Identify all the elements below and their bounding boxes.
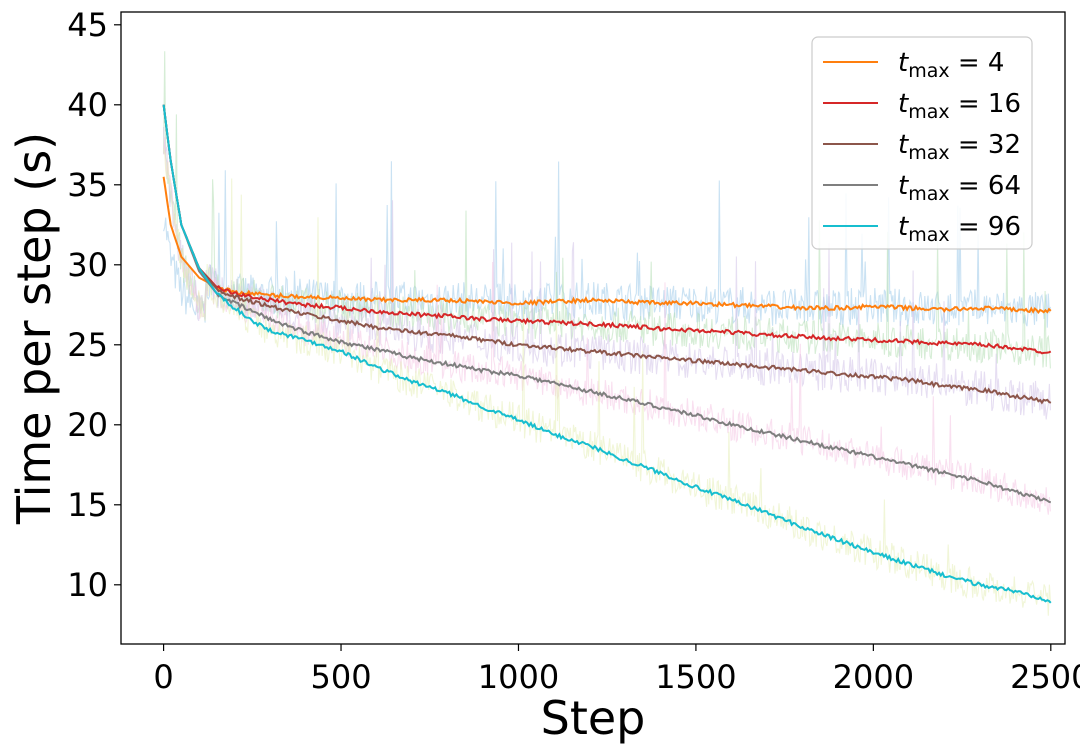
series-line-3 [162,104,1052,504]
y-tick-label: 30 [67,246,108,284]
y-tick-label: 20 [67,406,108,444]
legend-label-3: tmax = 64 [898,171,1021,205]
y-axis-ticks: 10 15 20 25 30 35 40 45 [67,6,121,604]
series-line-4 [162,104,1052,604]
series-line-1 [162,104,1052,355]
x-tick-label: 0 [153,658,173,696]
x-tick-label: 1500 [655,658,736,696]
legend-label-4: tmax = 96 [898,212,1021,246]
y-tick-label: 35 [67,166,108,204]
legend-label-2: tmax = 32 [898,130,1021,164]
legend-label-1: tmax = 16 [898,89,1021,123]
x-tick-label: 500 [310,658,371,696]
x-axis-ticks: 0 500 1000 1500 2000 2500 [153,644,1080,696]
raw-trace-2 [163,126,1051,420]
x-tick-label: 2000 [833,658,914,696]
y-tick-label: 15 [67,486,108,524]
legend-label-0: tmax = 4 [898,48,1004,82]
y-tick-label: 25 [67,326,108,364]
legend-box [811,36,1033,250]
raw-trace-3 [163,137,1051,515]
y-tick-label: 40 [67,86,108,124]
y-axis-title: Time per step (s) [7,132,61,525]
series-line-2 [162,104,1052,405]
x-tick-label: 2500 [1010,658,1080,696]
plot-frame [120,11,1066,645]
y-tick-label: 10 [67,566,108,604]
series-line-0 [162,176,1052,315]
x-axis-title: Step [541,691,646,745]
legend: tmax = 4 tmax = 16 tmax = 32 tmax = 64 tmax … [811,36,1033,250]
x-tick-label: 1000 [478,658,559,696]
smoothed-lines [162,104,1052,604]
y-tick-label: 45 [67,6,108,44]
